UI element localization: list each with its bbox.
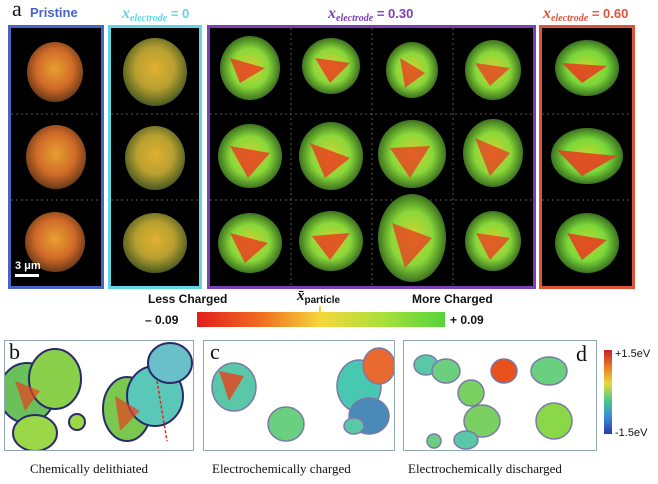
panel-b-caption: Chemically delithiated: [30, 461, 149, 476]
charge-colorbar: [197, 312, 445, 327]
colorbar-right-label: More Charged: [412, 292, 493, 306]
panel-c-letter: c: [210, 340, 220, 364]
pristine-particles: [11, 42, 101, 272]
particle: [27, 42, 83, 102]
particle: [123, 213, 187, 273]
panel-d-caption: Electrochemically discharged: [408, 461, 562, 476]
energy-colorbar-bottom: -1.5eV: [615, 427, 648, 439]
particle: [123, 38, 187, 106]
xelectrode-030-particles: [210, 28, 533, 286]
colorbar-middle-label: x̄particle: [297, 288, 341, 306]
xelectrode-060-particles: [542, 40, 632, 273]
panel-b-particles: [5, 342, 193, 450]
group-xelectrode-060: [539, 25, 635, 289]
group-header-pristine: Pristine: [30, 5, 78, 20]
colorbar-mid-tick: [319, 306, 321, 312]
panel-c: c: [203, 340, 395, 451]
group-header-xelectrode-0: xelectrode = 0: [122, 5, 190, 24]
panel-b: b: [4, 340, 194, 451]
xelectrode-0-particles: [111, 38, 199, 273]
energy-colorbar: [604, 350, 612, 434]
group-pristine: 3 μm: [8, 25, 104, 289]
colorbar-min: – 0.09: [145, 313, 179, 327]
colorbar-left-label: Less Charged: [148, 292, 228, 306]
group-header-xelectrode-060: xelectrode = 0.60: [543, 5, 629, 24]
panel-b-letter: b: [9, 340, 20, 364]
group-xelectrode-0: [108, 25, 202, 289]
panel-d-letter: d: [576, 341, 587, 366]
group-xelectrode-030: [207, 25, 536, 289]
panel-a-letter: a: [12, 0, 22, 21]
colorbar-max: + 0.09: [450, 313, 484, 327]
group-header-xelectrode-030: xelectrode = 0.30: [328, 5, 414, 24]
scale-bar: 3 μm: [15, 260, 41, 277]
panel-c-particles: [211, 347, 394, 442]
panel-d: [403, 340, 597, 451]
particle: [25, 212, 85, 272]
energy-colorbar-top: +1.5eV: [615, 348, 651, 360]
particle: [26, 125, 86, 189]
particle-grid: [218, 36, 523, 282]
panel-c-caption: Electrochemically charged: [212, 461, 351, 476]
particle: [125, 126, 185, 190]
panel-d-particles: [413, 354, 573, 450]
